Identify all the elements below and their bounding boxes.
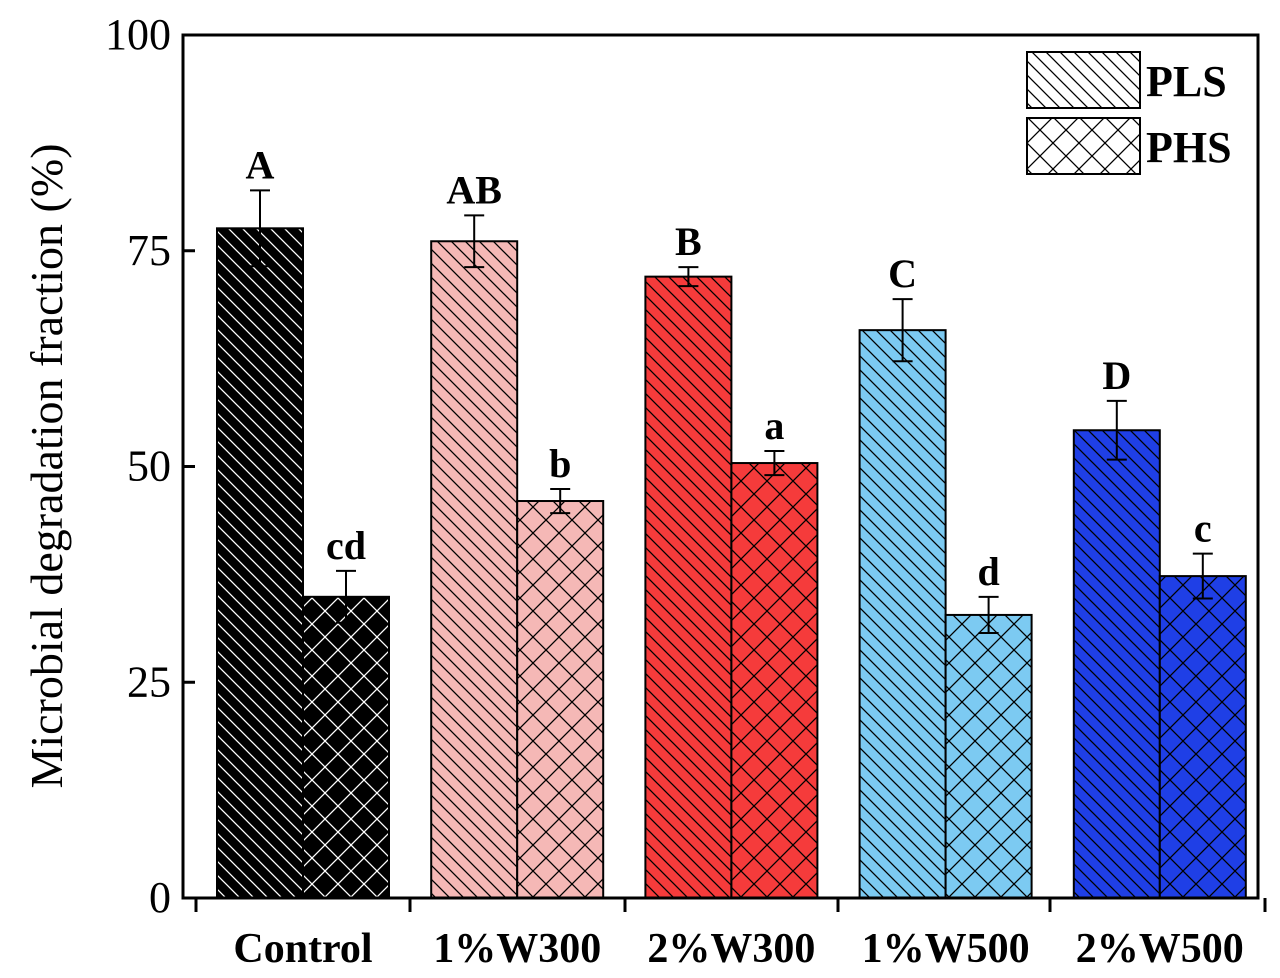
error-bar-phs-3	[978, 595, 999, 635]
y-tick-label: 75	[127, 226, 171, 275]
error-bar-pls-4	[1106, 399, 1127, 461]
x-tick-label: 1%W300	[433, 926, 601, 972]
x-tick-label: 2%W300	[647, 926, 815, 972]
bar-phs-4	[1158, 575, 1247, 899]
bar-phs-0	[302, 595, 390, 899]
y-tick-label: 0	[149, 873, 171, 922]
error-bar-phs-0	[336, 569, 356, 624]
bars-layer: A AB B C Dcd b a d c	[216, 142, 1247, 899]
legend-label-phs: PHS	[1146, 123, 1232, 172]
axes-layer: 0 25 50 75 100 Control 1%W300 2%W300 1%W500 2%W50…	[105, 10, 1267, 972]
bar-pls-1	[430, 240, 519, 899]
significance-label-phs-2: a	[764, 403, 784, 448]
significance-label-phs-1: b	[549, 441, 571, 486]
legend-label-pls: PLS	[1146, 57, 1227, 106]
significance-label-phs-4: c	[1194, 506, 1212, 551]
significance-label-pls-1: AB	[446, 167, 502, 212]
error-bar-phs-1	[550, 487, 571, 515]
y-axis-label: Microbial degradation fraction (%)	[21, 143, 72, 788]
bar-phs-2	[730, 462, 819, 899]
error-bar-pls-2	[678, 266, 699, 288]
bar-pls-4	[1072, 429, 1161, 899]
significance-label-pls-0: A	[246, 142, 275, 187]
x-tick-label: 2%W500	[1076, 926, 1244, 972]
bar-pls-0	[216, 227, 304, 899]
error-bar-pls-3	[892, 298, 913, 363]
significance-label-phs-3: d	[977, 549, 999, 594]
error-bar-phs-4	[1192, 552, 1213, 600]
y-tick-label: 50	[127, 442, 171, 491]
significance-label-pls-3: C	[888, 251, 917, 296]
x-tick-label: 1%W500	[862, 926, 1030, 972]
error-bar-pls-1	[464, 214, 485, 269]
error-bar-pls-0	[250, 189, 270, 268]
x-tick-label: Control	[233, 926, 372, 972]
error-bar-phs-2	[764, 449, 785, 477]
y-tick-label: 100	[105, 10, 171, 59]
legend-swatch-phs	[1026, 117, 1141, 175]
legend-swatch-pls	[1026, 51, 1141, 109]
y-tick-label: 25	[127, 657, 171, 706]
bar-phs-1	[516, 500, 605, 899]
legend: PLS PHS	[1026, 51, 1232, 175]
bar-phs-3	[944, 613, 1033, 899]
significance-label-pls-2: B	[675, 219, 702, 264]
significance-label-phs-0: cd	[326, 523, 366, 568]
bar-pls-3	[858, 329, 947, 899]
bar-pls-2	[644, 275, 733, 899]
significance-label-pls-4: D	[1102, 353, 1131, 398]
